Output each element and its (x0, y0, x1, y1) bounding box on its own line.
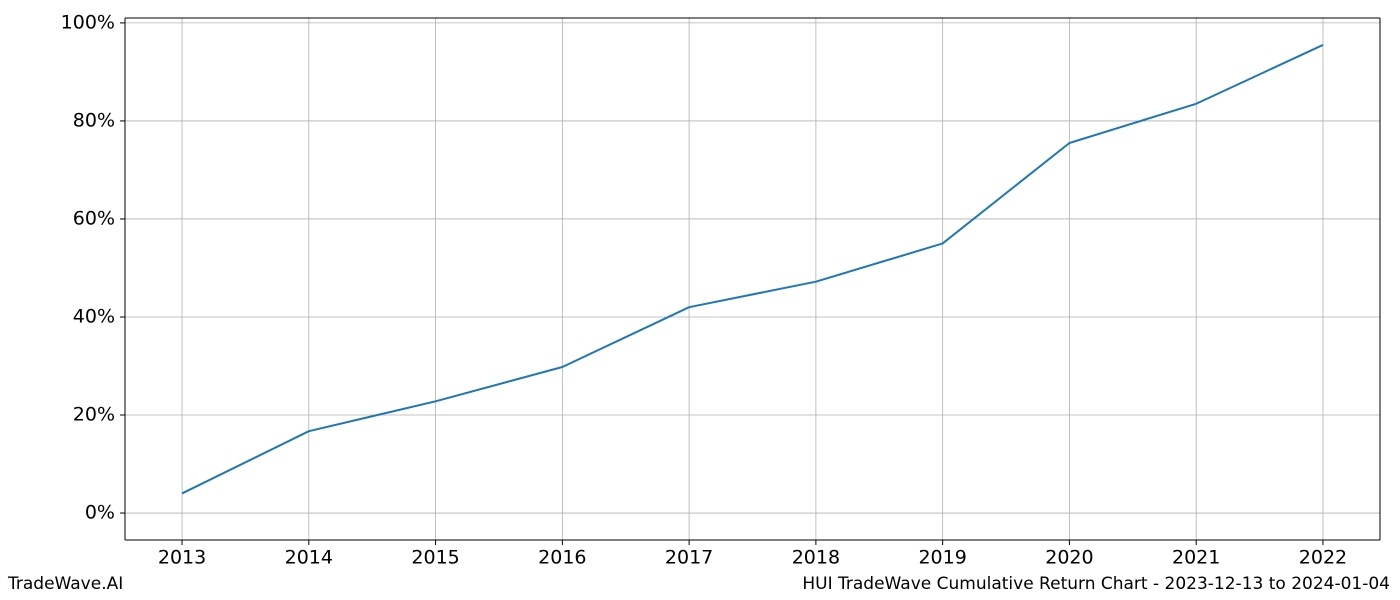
y-tick-label: 20% (73, 404, 115, 426)
x-tick-label: 2018 (792, 547, 840, 569)
y-tick-label: 40% (73, 305, 115, 327)
y-tick-label: 80% (73, 109, 115, 131)
x-tick-label: 2013 (158, 547, 206, 569)
x-tick-label: 2016 (538, 547, 586, 569)
x-tick-label: 2020 (1045, 547, 1093, 569)
chart-stage: 2013 2014 2015 2016 2017 2018 2019 2020 2021 2022… (0, 0, 1400, 600)
y-tick-label: 60% (73, 207, 115, 229)
x-tick-label: 2017 (665, 547, 713, 569)
footer-caption: HUI TradeWave Cumulative Return Chart - … (802, 574, 1390, 594)
y-tick-label: 100% (61, 11, 115, 33)
x-tick-label: 2021 (1172, 547, 1220, 569)
footer-brand: TradeWave.AI (8, 574, 123, 594)
line-chart: 2013 2014 2015 2016 2017 2018 2019 2020 2021 2022… (0, 0, 1400, 600)
x-tick-label: 2015 (411, 547, 459, 569)
y-tick-label: 0% (85, 502, 115, 524)
x-tick-label: 2022 (1299, 547, 1347, 569)
x-tick-label: 2019 (918, 547, 966, 569)
x-tick-label: 2014 (285, 547, 333, 569)
